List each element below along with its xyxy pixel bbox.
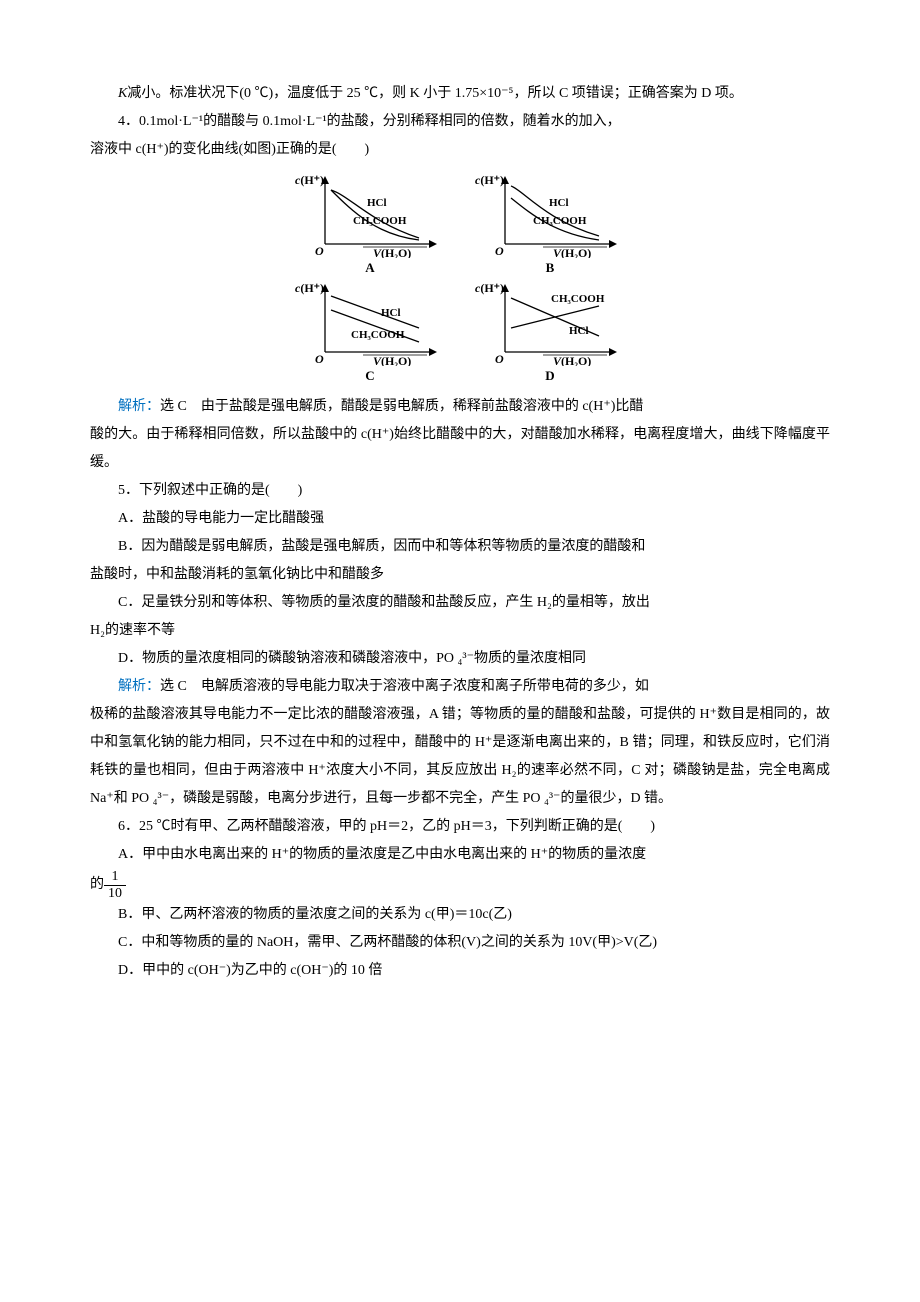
chart-b: c(H⁺) HCl CH₃COOH O V(H₂O) B (475, 172, 625, 276)
q6-option-c: C．中和等物质的量的 NaOH，需甲、乙两杯醋酸的体积(V)之间的关系为 10V… (90, 929, 830, 957)
svg-text:HCl: HCl (549, 197, 569, 209)
svg-text:c(H⁺): c(H⁺) (295, 173, 324, 187)
q4-answer-line2: 酸的大。由于稀释相同倍数，所以盐酸中的 c(H⁺)始终比醋酸中的大，对醋酸加水稀… (90, 421, 830, 477)
svg-text:V(H₂O): V(H₂O) (553, 354, 591, 366)
q5-option-b-line1: B．因为醋酸是弱电解质，盐酸是强电解质，因而中和等体积等物质的量浓度的醋酸和 (90, 533, 830, 561)
chart-d: c(H⁺) CH₃COOH HCl O V(H₂O) D (475, 280, 625, 384)
svg-text:V(H₂O): V(H₂O) (373, 354, 411, 366)
q5-answer-line1: 解析：选 C 电解质溶液的导电能力取决于溶液中离子浓度和离子所带电荷的多少，如 (90, 673, 830, 701)
q4-stem-line1: 4．0.1mol·L⁻¹的醋酸与 0.1mol·L⁻¹的盐酸，分别稀释相同的倍数… (90, 108, 830, 136)
fraction-1-10: 110 (104, 869, 126, 901)
q5-option-a: A．盐酸的导电能力一定比醋酸强 (90, 505, 830, 533)
svg-text:V(H₂O): V(H₂O) (553, 246, 591, 258)
prev-answer-tail: K减小。标准状况下(0 ℃)，温度低于 25 ℃，则 K 小于 1.75×10⁻… (90, 80, 830, 108)
q5-answer-body: 极稀的盐酸溶液其导电能力不一定比浓的醋酸溶液强，A 错；等物质的量的醋酸和盐酸，… (90, 701, 830, 813)
svg-text:O: O (315, 352, 324, 366)
svg-text:O: O (495, 244, 504, 258)
svg-text:CH₃COOH: CH₃COOH (353, 215, 407, 227)
q6-option-a-line1: A．甲中由水电离出来的 H⁺的物质的量浓度是乙中由水电离出来的 H⁺的物质的量浓… (90, 841, 830, 869)
q6-stem: 6．25 ℃时有甲、乙两杯醋酸溶液，甲的 pH＝2，乙的 pH＝3，下列判断正确… (90, 813, 830, 841)
q4-diagrams: c(H⁺) HCl CH₃COOH O V(H₂O) A c(H⁺) HCl C… (90, 172, 830, 383)
q6-option-d: D．甲中的 c(OH⁻)为乙中的 c(OH⁻)的 10 倍 (90, 957, 830, 985)
svg-text:CH₃COOH: CH₃COOH (551, 293, 605, 305)
chart-a: c(H⁺) HCl CH₃COOH O V(H₂O) A (295, 172, 445, 276)
svg-text:CH₃COOH: CH₃COOH (351, 329, 405, 341)
svg-text:HCl: HCl (569, 325, 589, 337)
svg-text:HCl: HCl (381, 307, 401, 319)
svg-text:V(H₂O): V(H₂O) (373, 246, 411, 258)
chart-c: c(H⁺) HCl CH₃COOH O V(H₂O) C (295, 280, 445, 384)
svg-text:CH₃COOH: CH₃COOH (533, 215, 587, 227)
svg-text:c(H⁺): c(H⁺) (475, 173, 504, 187)
svg-text:O: O (495, 352, 504, 366)
q5-option-d: D．物质的量浓度相同的磷酸钠溶液和磷酸溶液中，PO ₄³⁻物质的量浓度相同 (90, 645, 830, 673)
q6-option-b: B．甲、乙两杯溶液的物质的量浓度之间的关系为 c(甲)＝10c(乙) (90, 901, 830, 929)
q5-option-b-line2: 盐酸时，中和盐酸消耗的氢氧化钠比中和醋酸多 (90, 561, 830, 589)
q4-stem-line2: 溶液中 c(H⁺)的变化曲线(如图)正确的是( ) (90, 136, 830, 164)
q6-option-a-line2: 的110 (90, 869, 830, 901)
svg-text:O: O (315, 244, 324, 258)
q5-option-c-line1: C．足量铁分别和等体积、等物质的量浓度的醋酸和盐酸反应，产生 H₂的量相等，放出 (90, 589, 830, 617)
q5-stem: 5．下列叙述中正确的是( ) (90, 477, 830, 505)
svg-text:c(H⁺): c(H⁺) (475, 281, 504, 295)
q4-answer-line1: 解析：选 C 由于盐酸是强电解质，醋酸是弱电解质，稀释前盐酸溶液中的 c(H⁺)… (90, 393, 830, 421)
svg-text:HCl: HCl (367, 197, 387, 209)
q5-option-c-line2: H₂的速率不等 (90, 617, 830, 645)
svg-text:c(H⁺): c(H⁺) (295, 281, 324, 295)
